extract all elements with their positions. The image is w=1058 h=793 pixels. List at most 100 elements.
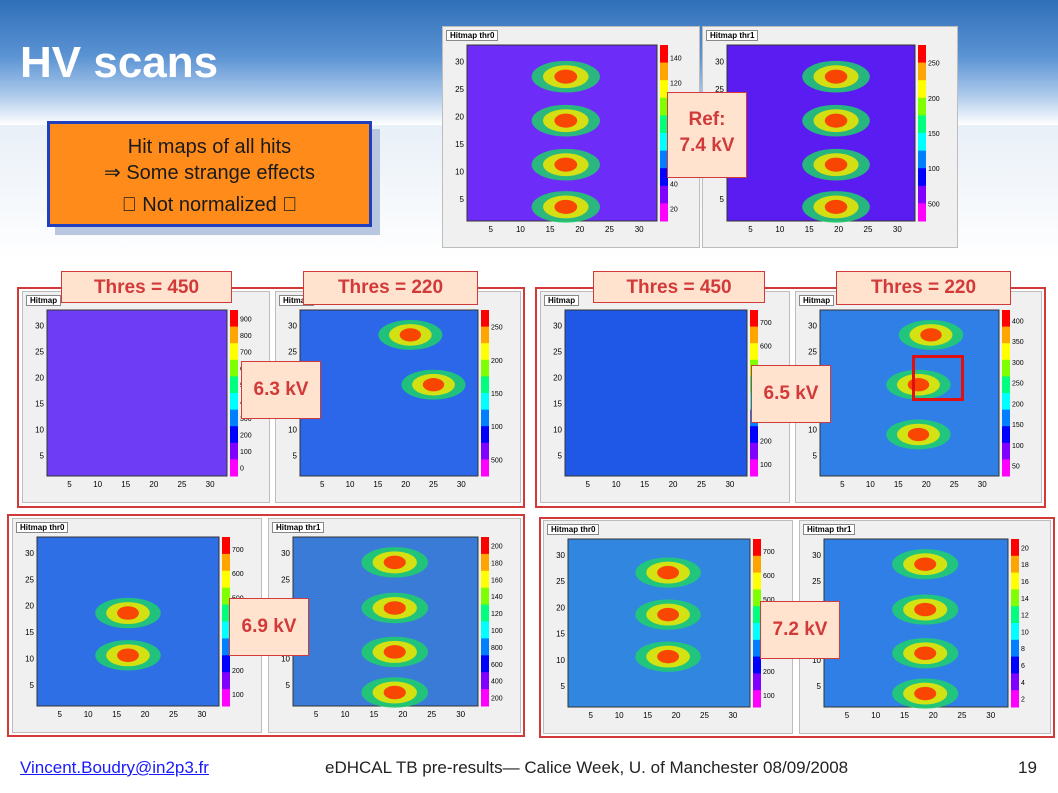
color-scale-label: 150 [1012, 422, 1024, 429]
y-tick-label: 5 [40, 451, 45, 460]
y-tick-label: 30 [288, 322, 297, 331]
x-tick-label: 10 [346, 480, 355, 489]
hit-cluster [824, 69, 848, 84]
hit-cluster [554, 157, 578, 172]
color-scale-segment [1011, 606, 1019, 624]
y-tick-label: 30 [808, 322, 817, 331]
color-scale-label: 600 [491, 662, 503, 669]
color-scale-segment [660, 97, 668, 116]
x-tick-label: 20 [834, 225, 843, 234]
color-scale-segment [230, 459, 238, 477]
y-tick-label: 20 [556, 603, 565, 612]
hitmap-72-thr0: 5101520253051015202530700600500400300200… [543, 520, 793, 734]
footer-email-link[interactable]: Vincent.Boudry@in2p3.fr [20, 758, 209, 777]
color-scale-segment [1011, 623, 1019, 641]
color-scale-label: 700 [760, 320, 772, 327]
color-scale-segment [918, 80, 926, 99]
color-scale-label: 200 [491, 543, 503, 550]
color-scale-label: 800 [491, 645, 503, 652]
x-tick-label: 10 [615, 711, 624, 720]
highlight-box [912, 355, 964, 401]
plot-area [564, 309, 748, 477]
y-tick-label: 25 [281, 575, 290, 584]
color-scale-label: 100 [760, 462, 772, 469]
y-tick-label: 25 [556, 577, 565, 586]
x-tick-label: 20 [929, 711, 938, 720]
x-tick-label: 15 [894, 480, 903, 489]
color-scale-segment [481, 442, 489, 460]
color-scale-segment [230, 409, 238, 427]
hit-cluster [422, 378, 445, 392]
x-tick-label: 25 [169, 710, 178, 719]
color-scale-label: 300 [240, 416, 252, 423]
footer-title: eDHCAL TB pre-results— Calice Week, U. o… [325, 758, 849, 777]
color-scale-segment [481, 621, 489, 639]
y-tick-label: 15 [25, 628, 34, 637]
color-scale-label: 140 [491, 594, 503, 601]
color-scale-label: 500 [763, 597, 775, 604]
color-scale-label: 140 [670, 56, 682, 63]
heatmap-plot: 5101520253051015202530200180160140120100… [281, 536, 503, 719]
hit-cluster [914, 646, 937, 660]
color-scale-segment [753, 572, 761, 590]
y-tick-label: 15 [35, 399, 44, 408]
color-scale-segment [1011, 555, 1019, 574]
x-tick-label: 20 [401, 480, 410, 489]
y-tick-label: 5 [30, 681, 35, 690]
x-tick-label: 20 [398, 710, 407, 719]
y-tick-label: 30 [715, 58, 724, 67]
x-tick-label: 15 [373, 480, 382, 489]
x-tick-label: 5 [320, 480, 325, 489]
x-tick-label: 30 [456, 710, 465, 719]
hit-cluster [914, 686, 937, 701]
color-scale-label: 200 [240, 433, 252, 440]
color-scale-label: 4 [1021, 680, 1025, 687]
color-scale-segment [230, 393, 238, 411]
hit-cluster [824, 113, 848, 128]
color-scale-segment [1011, 539, 1019, 557]
hist-label: Hitmap [799, 295, 835, 306]
color-scale-segment [481, 426, 489, 444]
color-scale-label: 700 [763, 549, 775, 556]
color-scale-segment [230, 426, 238, 444]
callout-box: Hit maps of all hits ⇒ Some strange effe… [47, 121, 372, 227]
voltage-label-6-5kv: 6.5 kV [751, 365, 831, 423]
x-tick-label: 30 [206, 480, 215, 489]
slide-title: HV scans [20, 38, 219, 87]
color-scale-segment [481, 459, 489, 477]
color-scale-segment [481, 310, 489, 328]
hit-cluster [383, 685, 406, 700]
color-scale-segment [750, 326, 758, 344]
hitmap-ref-thr1: 5101520253051015202530250200150100500 Hi… [702, 26, 958, 248]
color-scale-label: 160 [491, 577, 503, 584]
color-scale-segment [481, 537, 489, 555]
x-tick-label: 30 [978, 480, 987, 489]
hist-label: Hitmap [26, 295, 62, 306]
color-scale-label: 100 [240, 449, 252, 456]
color-scale-label: 400 [491, 679, 503, 686]
color-scale-segment [753, 639, 761, 658]
y-tick-label: 15 [455, 140, 464, 149]
hit-cluster [657, 649, 680, 664]
color-scale-segment [1002, 343, 1010, 361]
x-tick-label: 15 [369, 710, 378, 719]
color-scale-segment [481, 655, 489, 673]
color-scale-segment [222, 621, 230, 639]
color-scale-segment [481, 359, 489, 377]
x-tick-label: 20 [922, 480, 931, 489]
x-tick-label: 30 [986, 711, 995, 720]
color-scale-label: 18 [1021, 562, 1029, 569]
y-tick-label: 10 [455, 168, 464, 177]
voltage-label-6-9kv: 6.9 kV [229, 598, 309, 656]
threshold-label-3: Thres = 450 [593, 271, 765, 303]
color-scale-segment [481, 689, 489, 707]
x-tick-label: 10 [612, 480, 621, 489]
color-scale-label: 100 [491, 628, 503, 635]
color-scale-segment [918, 45, 926, 64]
color-scale-label: 180 [491, 560, 503, 567]
x-tick-label: 5 [748, 225, 753, 234]
color-scale-label: 120 [491, 611, 503, 618]
color-scale-label: 0 [240, 466, 244, 473]
heatmap-plot: 51015202530510152025302018161412108642 [812, 538, 1029, 720]
color-scale-segment [750, 343, 758, 361]
